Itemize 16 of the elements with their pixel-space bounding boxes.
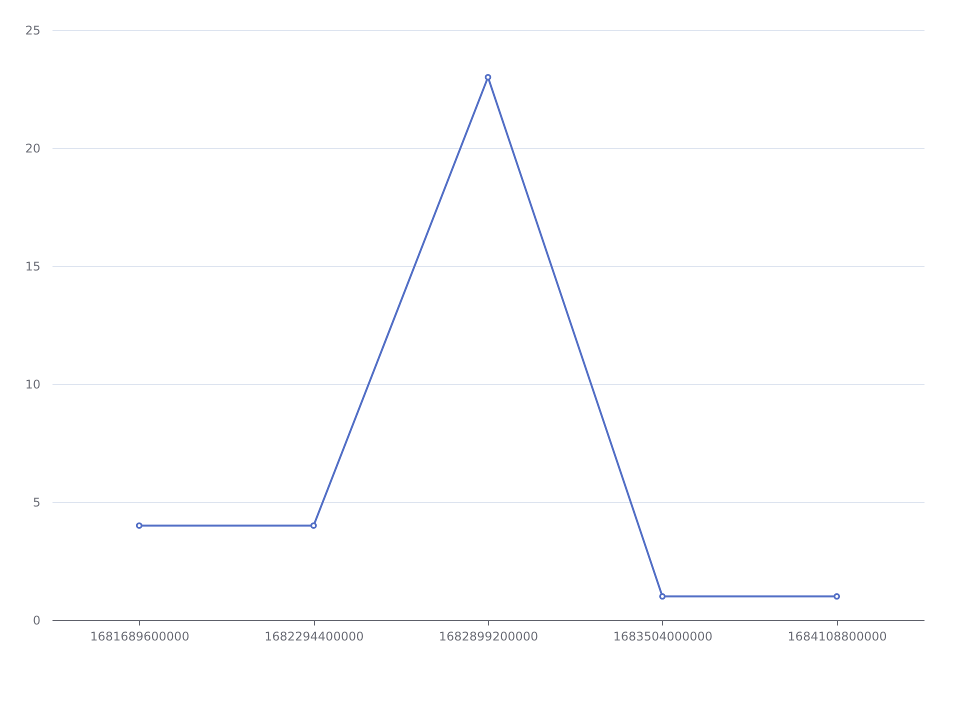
point (484, 74, 492, 80)
y-tick-label: 0 (32, 614, 40, 628)
x-tick-label: 1684108800000 (788, 630, 887, 644)
y-tick-label: 20 (25, 142, 40, 156)
y-tick-label: 15 (25, 260, 40, 274)
y-tick-label: 25 (25, 24, 40, 38)
y-tick-label: 10 (25, 378, 40, 392)
point (310, 522, 317, 529)
point (136, 522, 142, 529)
x-tick-label: 1681689600000 (90, 630, 190, 644)
x-tick-label: 1682294400000 (264, 630, 364, 644)
y-tick-label: 5 (32, 496, 40, 510)
point (659, 593, 666, 600)
point (834, 593, 840, 600)
x-tick-label: 1682899200000 (438, 630, 538, 644)
x-tick-label: 1683504000000 (613, 630, 713, 644)
